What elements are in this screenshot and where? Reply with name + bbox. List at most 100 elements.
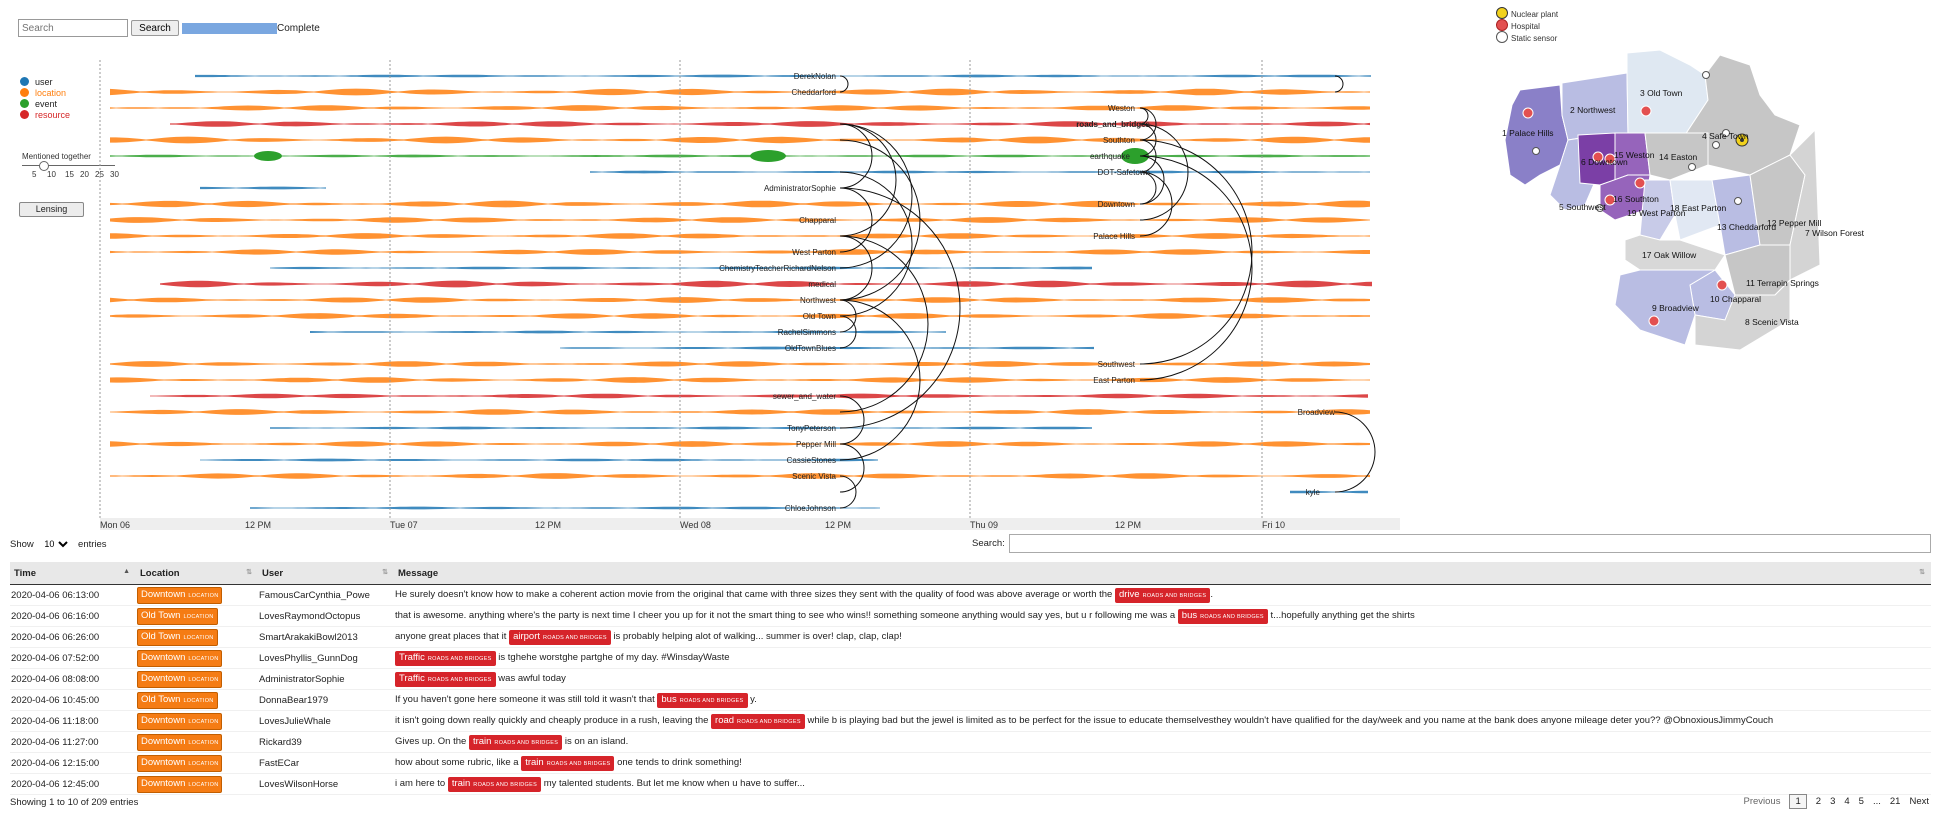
region-palace-hills[interactable] bbox=[1504, 84, 1569, 186]
location-badge[interactable]: Old Town LOCATION bbox=[137, 628, 218, 646]
entity-label[interactable]: roads_and_bridges bbox=[1076, 120, 1150, 129]
entity-stream[interactable] bbox=[110, 473, 1370, 479]
table-row[interactable]: 2020-04-06 12:45:00 Downtown LOCATION Loves… bbox=[10, 774, 1931, 795]
co-mention-arc[interactable] bbox=[839, 123, 913, 269]
legend-item-user[interactable]: user bbox=[20, 77, 53, 87]
table-row[interactable]: 2020-04-06 11:18:00 Downtown LOCATION Loves… bbox=[10, 711, 1931, 732]
entity-stream[interactable] bbox=[110, 377, 1370, 383]
entity-label[interactable]: earthquake bbox=[1090, 152, 1131, 161]
mention-slider-handle[interactable] bbox=[39, 161, 49, 171]
pager-page-3[interactable]: 3 bbox=[1830, 796, 1836, 807]
entity-timeline[interactable]: DerekNolan Cheddarford Weston roads_and_bri… bbox=[0, 0, 1400, 532]
resource-badge[interactable]: train ROADS AND BRIDGES bbox=[468, 734, 563, 750]
entity-stream[interactable] bbox=[110, 361, 1370, 367]
entity-stream[interactable] bbox=[110, 297, 1370, 303]
entity-stream[interactable] bbox=[150, 393, 1368, 399]
table-row[interactable]: 2020-04-06 10:45:00 Old Town LOCATION Donna… bbox=[10, 690, 1931, 711]
resource-badge[interactable]: Traffic ROADS AND BRIDGES bbox=[395, 671, 496, 687]
entity-label[interactable]: Downtown bbox=[1098, 200, 1135, 209]
co-mention-arc[interactable] bbox=[1139, 171, 1157, 205]
co-mention-arc[interactable] bbox=[839, 123, 873, 189]
entity-label[interactable]: AdministratorSophie bbox=[764, 184, 837, 193]
table-row[interactable]: 2020-04-06 12:15:00 Downtown LOCATION FastE… bbox=[10, 753, 1931, 774]
table-row[interactable]: 2020-04-06 07:52:00 Downtown LOCATION Loves… bbox=[10, 648, 1931, 669]
column-header-time[interactable]: Time ▲ bbox=[10, 562, 136, 585]
resource-badge[interactable]: bus ROADS AND BRIDGES bbox=[657, 692, 748, 708]
city-map[interactable]: 1 Palace Hills 2 Northwest 3 Old Town 4 … bbox=[1490, 45, 1910, 375]
location-badge[interactable]: Downtown LOCATION bbox=[137, 733, 223, 751]
co-mention-arc[interactable] bbox=[1139, 139, 1157, 173]
entity-stream[interactable] bbox=[110, 217, 1370, 223]
table-search-input[interactable] bbox=[1009, 534, 1931, 553]
pager-previous[interactable]: Previous bbox=[1743, 796, 1781, 807]
location-badge[interactable]: Downtown LOCATION bbox=[137, 712, 223, 730]
entity-stream[interactable] bbox=[170, 121, 1370, 127]
co-mention-arc[interactable] bbox=[839, 235, 873, 301]
entity-stream[interactable] bbox=[270, 266, 1092, 270]
co-mention-arc[interactable] bbox=[1334, 411, 1376, 493]
entity-stream[interactable] bbox=[590, 170, 1370, 174]
event-burst[interactable] bbox=[1121, 148, 1149, 164]
table-row[interactable]: 2020-04-06 11:27:00 Downtown LOCATION Ricka… bbox=[10, 732, 1931, 753]
co-mention-arc[interactable] bbox=[1139, 155, 1165, 205]
region-west-parton[interactable] bbox=[1639, 179, 1676, 241]
pager-page-21[interactable]: 21 bbox=[1889, 796, 1901, 807]
table-row[interactable]: 2020-04-06 06:26:00 Old Town LOCATION Smart… bbox=[10, 627, 1931, 648]
legend-item-location[interactable]: location bbox=[20, 88, 66, 98]
page-length-select[interactable]: 10 bbox=[40, 538, 72, 550]
co-mention-arc[interactable] bbox=[839, 299, 857, 333]
entity-label[interactable]: Southwest bbox=[1098, 360, 1136, 369]
event-burst[interactable] bbox=[750, 150, 786, 162]
co-mention-arc[interactable] bbox=[839, 235, 929, 413]
entity-stream[interactable] bbox=[160, 280, 1372, 288]
entity-stream[interactable] bbox=[200, 186, 326, 190]
co-mention-arc[interactable] bbox=[839, 139, 921, 301]
co-mention-arc[interactable] bbox=[839, 395, 865, 445]
resource-badge[interactable]: train ROADS AND BRIDGES bbox=[521, 755, 615, 771]
entity-label[interactable]: East Parton bbox=[1093, 376, 1135, 385]
location-badge[interactable]: Downtown LOCATION bbox=[137, 670, 223, 688]
entity-stream[interactable] bbox=[1290, 490, 1368, 494]
lensing-button[interactable]: Lensing bbox=[19, 202, 84, 217]
entity-stream[interactable] bbox=[250, 506, 880, 510]
entity-label[interactable]: Scenic Vista bbox=[792, 472, 836, 481]
search-button[interactable]: Search bbox=[131, 20, 179, 36]
table-row[interactable]: 2020-04-06 08:08:00 Downtown LOCATION Admin… bbox=[10, 669, 1931, 690]
entity-label[interactable]: sewer_and_water bbox=[773, 392, 836, 401]
entity-stream[interactable] bbox=[310, 330, 946, 334]
co-mention-arc[interactable] bbox=[839, 75, 849, 93]
time-axis-bar[interactable] bbox=[100, 518, 1400, 530]
co-mention-arc[interactable] bbox=[839, 443, 865, 493]
region-scenic-vista[interactable] bbox=[1694, 278, 1791, 351]
mention-slider-track[interactable] bbox=[22, 165, 115, 166]
column-header-message[interactable]: Message ⇅ bbox=[394, 562, 1931, 585]
co-mention-arc[interactable] bbox=[1139, 107, 1157, 141]
co-mention-arc[interactable] bbox=[1334, 75, 1344, 93]
entity-stream[interactable] bbox=[110, 441, 1370, 447]
region-east-parton[interactable] bbox=[1669, 179, 1721, 241]
pager-page-4[interactable]: 4 bbox=[1844, 796, 1850, 807]
co-mention-arc[interactable] bbox=[839, 315, 857, 349]
pager-page-1[interactable]: 1 bbox=[1789, 794, 1807, 809]
entity-stream[interactable] bbox=[110, 233, 1370, 239]
entity-label[interactable]: ChloeJohnson bbox=[785, 504, 836, 513]
column-header-user[interactable]: User ⇅ bbox=[258, 562, 394, 585]
search-input[interactable] bbox=[18, 19, 128, 37]
entity-stream[interactable] bbox=[270, 426, 1092, 430]
entity-stream[interactable] bbox=[110, 105, 1370, 111]
entity-stream[interactable] bbox=[195, 74, 1371, 78]
entity-label[interactable]: TonyPeterson bbox=[787, 424, 836, 433]
co-mention-arc[interactable] bbox=[1139, 123, 1157, 157]
resource-badge[interactable]: road ROADS AND BRIDGES bbox=[711, 713, 805, 729]
legend-item-resource[interactable]: resource bbox=[20, 110, 70, 120]
entity-label[interactable]: Cheddarford bbox=[792, 88, 836, 97]
entity-label[interactable]: CassieStones bbox=[787, 456, 836, 465]
entity-label[interactable]: Broadview bbox=[1298, 408, 1336, 417]
resource-badge[interactable]: Traffic ROADS AND BRIDGES bbox=[395, 650, 496, 666]
co-mention-arc[interactable] bbox=[1139, 155, 1253, 381]
entity-stream[interactable] bbox=[110, 313, 1370, 319]
entity-label[interactable]: ChemistryTeacherRichardNelson bbox=[719, 264, 836, 273]
region-broadview[interactable] bbox=[1614, 269, 1717, 346]
location-badge[interactable]: Downtown LOCATION bbox=[137, 586, 223, 604]
co-mention-arc[interactable] bbox=[839, 187, 961, 429]
